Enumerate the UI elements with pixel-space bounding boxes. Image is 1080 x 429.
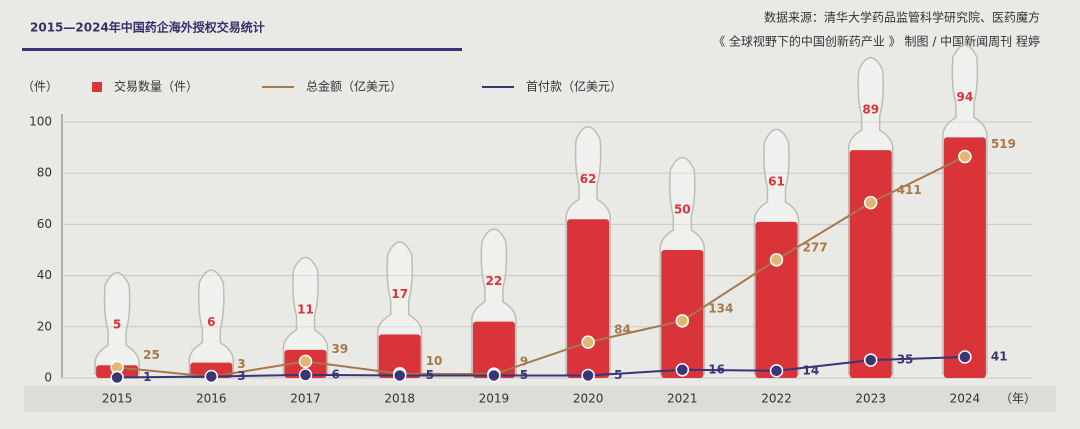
- bar-value-label: 89: [862, 103, 879, 117]
- y-tick-label: 60: [37, 217, 52, 231]
- bar: [661, 250, 704, 378]
- point-value-label: 411: [897, 183, 922, 197]
- bar-value-label: 61: [768, 174, 785, 188]
- point-value-label: 3: [237, 369, 245, 383]
- title-rule: [22, 48, 462, 51]
- y-tick-label: 20: [37, 319, 52, 333]
- x-tick-label: 2021: [667, 392, 698, 406]
- bar-value-label: 50: [674, 203, 691, 217]
- bar-value-label: 11: [297, 302, 314, 316]
- legend-label: 总金额（亿美元）: [306, 79, 402, 94]
- point-value-label: 6: [332, 367, 340, 381]
- point-value-label: 134: [708, 301, 733, 315]
- x-tick-label: 2015: [102, 392, 133, 406]
- source: 数据来源：清华大学药品监管科学研究院、医药魔方: [764, 10, 1040, 25]
- series-line: [117, 356, 965, 379]
- x-tick-label: 2017: [290, 392, 321, 406]
- point-value-label: 41: [991, 350, 1008, 364]
- series-point: [110, 370, 124, 385]
- series-point: [581, 368, 595, 383]
- bar: [755, 221, 798, 378]
- x-tick-label: 2019: [479, 392, 510, 406]
- series-point: [298, 368, 313, 382]
- point-value-label: 10: [426, 354, 443, 368]
- x-tick-label: 2023: [855, 392, 886, 406]
- x-band: [24, 386, 1056, 412]
- point-value-label: 16: [708, 362, 725, 376]
- bar-value-label: 17: [391, 287, 408, 301]
- series-point: [392, 368, 407, 383]
- bar-value-label: 22: [486, 274, 503, 288]
- point-value-label: 35: [897, 353, 914, 367]
- series-point: [675, 314, 690, 328]
- bar: [849, 150, 892, 378]
- x-tick-label: 2020: [573, 392, 604, 406]
- x-tick-label: 2018: [384, 392, 415, 406]
- series-line: [117, 155, 966, 378]
- y-tick-label: 40: [37, 268, 52, 282]
- legend-label: 首付款（亿美元）: [526, 79, 622, 94]
- point-value-label: 277: [803, 240, 828, 254]
- x-tick-label: 2016: [196, 392, 227, 406]
- ampoule-glass: [282, 256, 329, 375]
- bar: [472, 321, 515, 378]
- series-point: [675, 363, 690, 377]
- bar-value-label: 62: [580, 172, 597, 186]
- bar-value-label: 94: [957, 90, 974, 104]
- series-point: [863, 195, 878, 210]
- series-point: [769, 364, 784, 378]
- bar: [378, 334, 421, 378]
- bar: [567, 219, 610, 378]
- point-value-label: 84: [614, 323, 631, 337]
- series-point: [487, 368, 501, 383]
- point-value-label: 519: [991, 137, 1016, 151]
- y-tick-label: 0: [44, 371, 52, 385]
- point-value-label: 5: [520, 368, 528, 382]
- y-tick-label: 100: [29, 115, 52, 129]
- ampoule-glass: [188, 269, 235, 375]
- legend-label: 交易数量（件）: [114, 79, 198, 94]
- point-value-label: 25: [143, 348, 160, 362]
- x-tick-label: 2024: [950, 392, 981, 406]
- bar-value-label: 6: [207, 315, 215, 329]
- series-point: [581, 335, 595, 349]
- bar-value-label: 5: [113, 318, 121, 332]
- series-point: [204, 369, 219, 384]
- point-value-label: 5: [614, 368, 622, 382]
- series-point: [863, 353, 878, 367]
- series-point: [958, 350, 972, 364]
- ampoule-glass: [94, 271, 140, 375]
- chart-title: 2015—2024年中国药企海外授权交易统计: [30, 20, 265, 35]
- y-tick-label: 80: [37, 166, 52, 180]
- series-point: [958, 149, 972, 164]
- point-value-label: 3: [237, 357, 245, 371]
- bar: [943, 137, 986, 378]
- series-point: [769, 253, 784, 267]
- point-value-label: 39: [332, 342, 349, 356]
- point-value-label: 1: [143, 370, 151, 384]
- point-value-label: 14: [803, 363, 820, 377]
- x-unit: （年）: [1000, 392, 1036, 406]
- y-unit: （件）: [22, 80, 58, 94]
- point-value-label: 5: [426, 368, 434, 382]
- series-point: [298, 354, 313, 369]
- legend-swatch: [92, 82, 102, 92]
- source: 《 全球视野下的中国创新药产业 》 制图 / 中国新闻周刊 程婷: [713, 34, 1040, 49]
- point-value-label: 9: [520, 355, 528, 369]
- x-tick-label: 2022: [761, 392, 792, 406]
